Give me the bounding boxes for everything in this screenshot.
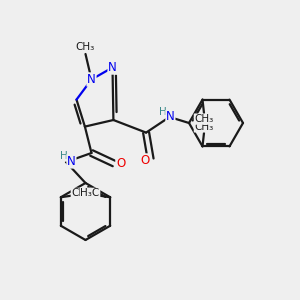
Text: N: N xyxy=(166,110,175,124)
Text: O: O xyxy=(116,157,125,170)
Text: H₃C: H₃C xyxy=(80,188,100,198)
Text: H: H xyxy=(60,151,68,161)
Text: H: H xyxy=(159,106,167,117)
Text: N: N xyxy=(87,73,96,86)
Text: N: N xyxy=(108,61,117,74)
Text: O: O xyxy=(141,154,150,167)
Text: N: N xyxy=(67,155,76,168)
Text: CH₃: CH₃ xyxy=(71,188,91,198)
Text: CH₃: CH₃ xyxy=(194,114,214,124)
Text: CH₃: CH₃ xyxy=(76,41,95,52)
Text: CH₃: CH₃ xyxy=(194,122,214,132)
